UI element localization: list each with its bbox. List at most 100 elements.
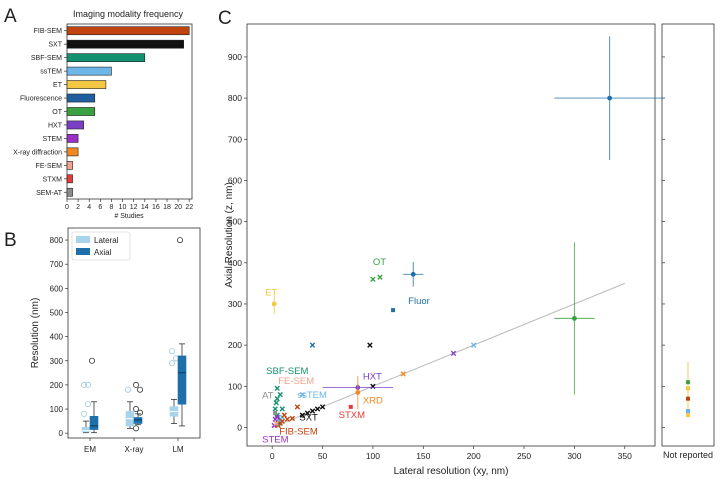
y-tick-label-b: 300 bbox=[50, 357, 64, 366]
category-label: SBF-SEM bbox=[31, 55, 62, 62]
trend-line bbox=[271, 282, 625, 428]
bar bbox=[66, 120, 84, 130]
x-tick-label-a: 2 bbox=[76, 204, 80, 211]
legend-label-lateral: Lateral bbox=[94, 236, 119, 245]
outlier bbox=[168, 348, 175, 355]
category-label: SXT bbox=[48, 42, 62, 49]
y-tick-label-c: 600 bbox=[228, 175, 242, 185]
chart-c-side-label: Not reported bbox=[663, 450, 713, 460]
outlier bbox=[85, 401, 92, 408]
category-label: X-ray diffraction bbox=[13, 149, 62, 156]
modality-label: OT bbox=[373, 257, 386, 268]
x-tick-label-a: 6 bbox=[98, 204, 102, 211]
outlier bbox=[125, 386, 132, 393]
x-tick-label-a: 14 bbox=[141, 204, 149, 211]
bar bbox=[66, 107, 96, 116]
panel-label-c: C bbox=[218, 8, 232, 29]
not-reported-point bbox=[686, 386, 690, 391]
outlier bbox=[168, 360, 175, 367]
modality-label: ssTEM bbox=[297, 390, 327, 401]
x-tick-label-c: 250 bbox=[517, 451, 531, 461]
y-tick-label-b: 500 bbox=[50, 308, 64, 317]
data-point bbox=[272, 406, 278, 412]
x-tick-label-a: 4 bbox=[87, 204, 91, 211]
data-point bbox=[277, 391, 283, 398]
chart-c-side-frame bbox=[661, 23, 715, 447]
bar bbox=[66, 174, 73, 184]
x-tick-label-a: 22 bbox=[185, 204, 193, 211]
y-tick-label-b: 0 bbox=[59, 429, 64, 438]
y-tick-label-c: 800 bbox=[228, 93, 242, 103]
modality-label: SBF-SEM bbox=[266, 366, 308, 377]
bar bbox=[66, 147, 79, 157]
y-tick-label-b: 100 bbox=[50, 405, 64, 414]
modality-label: HXT bbox=[363, 371, 382, 382]
data-point bbox=[273, 411, 278, 416]
x-tick-label-c: 350 bbox=[618, 451, 632, 461]
x-tick-label-c: 50 bbox=[318, 451, 328, 461]
category-label: FIB-SEM bbox=[34, 28, 63, 35]
y-tick-label-b: 600 bbox=[50, 284, 64, 293]
bar bbox=[66, 134, 79, 143]
y-tick-label-b: 200 bbox=[50, 381, 64, 390]
data-point bbox=[314, 406, 321, 412]
data-point bbox=[607, 95, 613, 101]
y-tick-label-b: 700 bbox=[50, 260, 64, 269]
panel-b-box-plot: Resolution (nm) Lateral Axial 0 100 200 300… bbox=[30, 227, 201, 454]
data-point bbox=[370, 276, 376, 282]
legend-swatch-lateral bbox=[76, 236, 90, 243]
modality-label: Fluor bbox=[408, 296, 430, 307]
data-point bbox=[294, 404, 301, 410]
modality-label: ET bbox=[265, 288, 277, 299]
category-label: STXM bbox=[43, 176, 63, 183]
data-point bbox=[281, 412, 287, 418]
legend-swatch-axial bbox=[76, 248, 90, 255]
category-label: Fluorescence bbox=[20, 96, 62, 103]
category-label: FE-SEM bbox=[36, 163, 63, 170]
data-point bbox=[274, 395, 280, 402]
chart-a-xlabel: # Studies bbox=[114, 213, 144, 220]
x-tick-label-c: 0 bbox=[270, 451, 275, 461]
outlier bbox=[132, 406, 139, 413]
chart-c-ylabel: Axial Resolution (z, nm) bbox=[224, 182, 235, 288]
bar bbox=[66, 187, 73, 197]
bar bbox=[66, 93, 96, 103]
data-point bbox=[279, 406, 285, 412]
category-label: ssTEM bbox=[40, 69, 62, 76]
data-point bbox=[299, 412, 306, 418]
chart-a-title: Imaging modality frequency bbox=[73, 9, 184, 19]
data-point bbox=[410, 271, 416, 277]
panel-label-b: B bbox=[4, 230, 17, 251]
category-label: HXT bbox=[48, 122, 63, 129]
data-point bbox=[271, 301, 277, 307]
y-tick-label-c: 400 bbox=[228, 258, 242, 268]
box-axial bbox=[133, 417, 143, 424]
y-tick-label-b: 400 bbox=[50, 333, 64, 342]
x-tick-label-a: 10 bbox=[119, 204, 127, 211]
data-point bbox=[572, 315, 577, 321]
x-tick-label-c: 100 bbox=[366, 451, 380, 461]
y-tick-label-c: 500 bbox=[228, 217, 242, 227]
data-point bbox=[309, 408, 316, 414]
x-tick-label-a: 20 bbox=[174, 204, 182, 211]
bar bbox=[66, 39, 184, 49]
data-point bbox=[470, 342, 477, 348]
x-tick-label-a: 18 bbox=[163, 204, 171, 211]
not-reported-point bbox=[686, 409, 690, 414]
category-label: ET bbox=[53, 82, 63, 89]
data-point bbox=[304, 410, 311, 416]
not-reported-point bbox=[686, 380, 690, 385]
panel-label-a: A bbox=[4, 6, 17, 27]
outlier bbox=[132, 425, 139, 432]
y-tick-label-c: 0 bbox=[237, 422, 242, 432]
y-tick-label-b: 800 bbox=[50, 236, 64, 245]
data-point bbox=[309, 342, 316, 348]
data-point bbox=[284, 416, 290, 422]
modality-label: SXT bbox=[299, 412, 318, 423]
outlier bbox=[176, 237, 183, 244]
data-point bbox=[367, 342, 373, 348]
data-point bbox=[348, 404, 353, 409]
x-tick-label-c: 300 bbox=[567, 451, 581, 461]
outlier bbox=[81, 410, 88, 417]
